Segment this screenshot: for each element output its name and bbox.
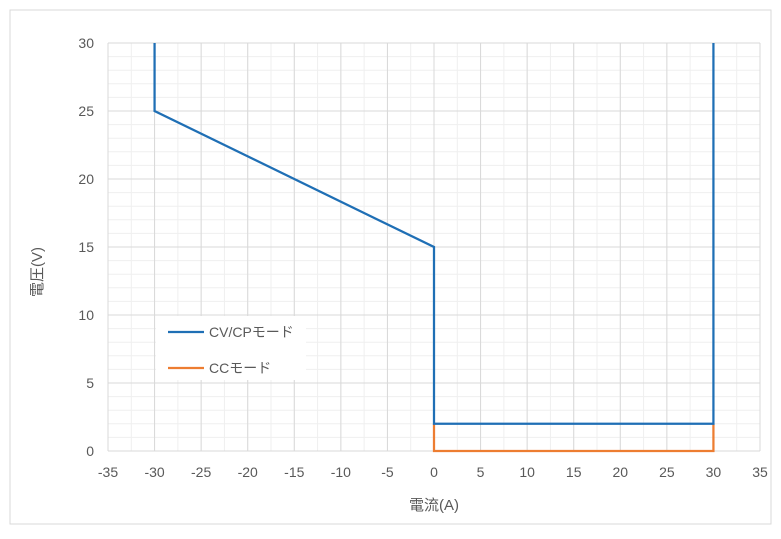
series-line-2 — [432, 423, 715, 453]
legend-background — [156, 316, 306, 380]
y-axis-title: 電圧(V) — [29, 247, 46, 297]
x-tick-label: -35 — [98, 464, 118, 480]
x-tick-label: -5 — [381, 464, 394, 480]
x-tick-label: 0 — [430, 464, 438, 480]
x-tick-label: -30 — [144, 464, 164, 480]
x-tick-labels: -35 -30 -25 -20 -15 -10 -5 0 5 10 15 20 25 30 35 — [98, 464, 768, 480]
x-tick-label: 5 — [477, 464, 485, 480]
y-tick-label: 15 — [78, 239, 94, 255]
x-tick-label: -20 — [238, 464, 258, 480]
x-axis-title: 電流(A) — [409, 497, 459, 514]
y-tick-labels: 0 5 10 15 20 25 30 — [78, 35, 94, 459]
series-layer — [153, 43, 715, 453]
y-tick-label: 10 — [78, 307, 94, 323]
x-tick-label: -15 — [284, 464, 304, 480]
y-tick-label: 25 — [78, 103, 94, 119]
y-tick-label: 20 — [78, 171, 94, 187]
chart-frame — [9, 9, 772, 525]
x-tick-label: 20 — [612, 464, 628, 480]
legend-label-2: CCモード — [209, 360, 271, 376]
legend-label-1: CV/CPモード — [209, 324, 294, 340]
legend: CV/CPモード CCモード — [156, 316, 306, 380]
y-tick-label: 30 — [78, 35, 94, 51]
x-tick-label: -10 — [331, 464, 351, 480]
x-tick-label: 10 — [519, 464, 535, 480]
x-tick-label: 30 — [706, 464, 722, 480]
x-tick-label: 35 — [752, 464, 768, 480]
x-tick-label: -25 — [191, 464, 211, 480]
y-tick-label: 5 — [86, 375, 94, 391]
x-tick-label: 15 — [566, 464, 582, 480]
y-tick-label: 0 — [86, 443, 94, 459]
series-line-1 — [153, 43, 715, 425]
x-tick-label: 25 — [659, 464, 675, 480]
